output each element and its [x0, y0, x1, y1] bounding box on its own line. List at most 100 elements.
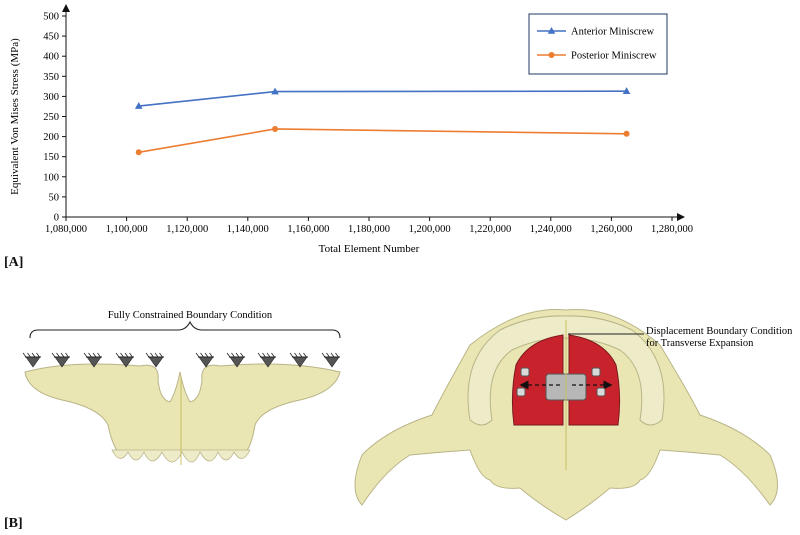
data-point	[623, 130, 630, 137]
miniscrew	[520, 367, 530, 377]
support-hatch	[88, 352, 92, 358]
support-hatch	[326, 352, 330, 358]
x-tick-label: 1,160,000	[287, 224, 329, 235]
x-tick-label: 1,280,000	[651, 224, 693, 235]
y-tick-label: 450	[43, 32, 59, 43]
data-point	[135, 149, 142, 156]
support-hatch	[60, 352, 65, 358]
support-hatch	[36, 352, 40, 358]
support-hatch	[231, 352, 235, 358]
y-tick-label: 500	[43, 12, 59, 23]
support-hatch	[22, 352, 27, 358]
miniscrew	[591, 367, 601, 377]
panel-b-label: [B]	[4, 516, 23, 531]
support-hatch	[262, 352, 266, 358]
legend-box	[528, 13, 668, 75]
legend-label: Anterior Miniscrew	[571, 27, 655, 38]
support-hatch	[195, 352, 200, 358]
series-line-2	[138, 128, 627, 154]
support-hatch	[154, 352, 159, 358]
support-hatch	[97, 352, 101, 358]
y-tick-label: 300	[43, 92, 59, 103]
series	[134, 87, 631, 156]
frontal-teeth-row	[111, 449, 251, 463]
y-tick-label: 0	[54, 213, 59, 224]
frontal-maxilla-bone	[24, 363, 341, 453]
support-hatch	[129, 352, 133, 358]
axes: 0 50 100 150 200 250 300 350 400 450 500 1,080,000 1…	[9, 4, 693, 255]
x-tick-label: 1,240,000	[530, 224, 572, 235]
data-point	[272, 125, 279, 132]
y-tick-label: 200	[43, 132, 59, 143]
y-tick-label: 400	[43, 52, 59, 63]
support-triangle	[25, 356, 41, 368]
displacement-annotation-line1: Displacement Boundary Condition	[646, 326, 793, 337]
legend: Anterior Miniscrew Posterior Miniscrew	[528, 13, 668, 75]
support-hatch	[150, 352, 154, 358]
support-hatch	[335, 352, 339, 358]
occlusal-maxilla-view	[354, 308, 778, 521]
miniscrew	[516, 387, 526, 397]
anatomy-illustrations: Fully Constrained Boundary Condition	[22, 308, 793, 521]
support-hatch	[226, 352, 231, 358]
series-line-1	[138, 90, 627, 107]
support-hatch	[321, 352, 326, 358]
frontal-maxilla-view	[22, 352, 341, 465]
data-point	[134, 102, 143, 109]
occlusal-dental-arch	[467, 315, 665, 426]
support-hatch	[204, 352, 209, 358]
support-hatch	[330, 352, 335, 358]
support-hatch	[209, 352, 213, 358]
support-hatch	[303, 352, 307, 358]
x-tick-label: 1,200,000	[409, 224, 451, 235]
support-hatch	[289, 352, 294, 358]
support-hatch	[257, 352, 262, 358]
support-hatch	[294, 352, 298, 358]
palate-right-half	[568, 334, 621, 426]
miniscrew	[596, 387, 606, 397]
x-tick-label: 1,260,000	[590, 224, 632, 235]
support-hatch	[31, 352, 36, 358]
support-hatch	[115, 352, 120, 358]
annotation-brace	[29, 320, 341, 339]
displacement-annotation-line2: for Transverse Expansion	[646, 338, 754, 349]
y-tick-label: 50	[49, 192, 60, 203]
data-point	[271, 87, 279, 95]
fixed-supports	[22, 352, 340, 368]
support-hatch	[266, 352, 271, 358]
legend-marker	[548, 52, 555, 58]
legend-marker	[547, 27, 556, 34]
x-tick-label: 1,220,000	[469, 224, 511, 235]
y-tick-label: 150	[43, 152, 59, 163]
support-hatch	[235, 352, 240, 358]
panel-a-label: [A]	[4, 255, 24, 270]
legend-label: Posterior Miniscrew	[571, 51, 657, 62]
y-tick-label: 350	[43, 72, 59, 83]
support-hatch	[120, 352, 124, 358]
x-axis-title: Total Element Number	[319, 243, 420, 255]
y-tick-label: 250	[43, 112, 59, 123]
support-hatch	[92, 352, 97, 358]
data-point	[622, 87, 631, 94]
palate-left-half	[511, 334, 564, 426]
stress-line-chart: 0 50 100 150 200 250 300 350 400 450 500 1,080,000 1…	[9, 4, 693, 255]
support-hatch	[65, 352, 69, 358]
support-hatch	[56, 352, 60, 358]
support-hatch	[27, 352, 31, 358]
y-tick-label: 100	[43, 172, 59, 183]
x-tick-label: 1,140,000	[227, 224, 269, 235]
support-hatch	[271, 352, 275, 358]
support-hatch	[83, 352, 88, 358]
support-hatch	[51, 352, 56, 358]
support-hatch	[124, 352, 129, 358]
support-triangle	[324, 356, 340, 368]
x-tick-label: 1,100,000	[106, 224, 148, 235]
y-axis-title: Equivalent Von Mises Stress (MPa)	[9, 38, 21, 195]
support-hatch	[240, 352, 244, 358]
support-hatch	[298, 352, 303, 358]
x-tick-label: 1,180,000	[348, 224, 390, 235]
support-hatch	[145, 352, 150, 358]
support-hatch	[159, 352, 163, 358]
fully-constrained-annotation: Fully Constrained Boundary Condition	[108, 310, 273, 321]
